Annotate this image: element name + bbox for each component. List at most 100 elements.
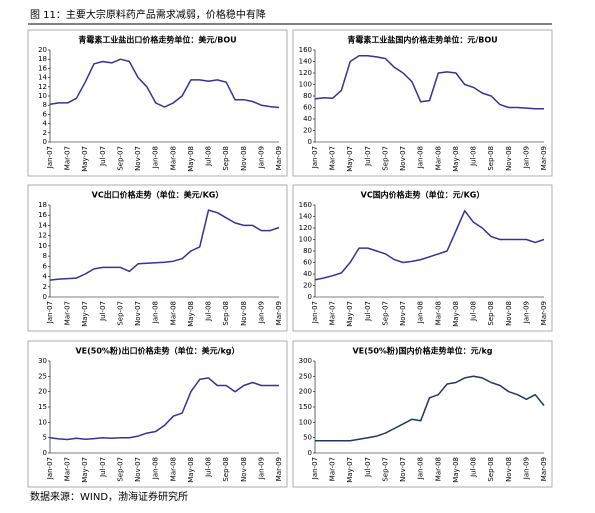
x-tick-label: May-07: [346, 146, 354, 172]
x-tick-label: Nov-07: [134, 301, 142, 326]
x-tick-label: Jan-08: [152, 457, 160, 480]
y-tick-label: 6: [43, 262, 48, 270]
x-tick-label: Jan-07: [311, 146, 319, 169]
y-tick-label: 0: [43, 449, 47, 457]
data-line: [315, 375, 545, 442]
x-tick-label: Nov-07: [399, 146, 407, 171]
y-tick-label: 0: [43, 138, 47, 146]
y-tick-label: 16: [38, 211, 47, 219]
x-tick-label: May-07: [81, 146, 89, 172]
chart-title: VE(50%粉)国内价格走势单位：元/kg: [352, 346, 492, 356]
y-tick-label: 0: [308, 449, 312, 457]
x-tick-label: Mar-08: [169, 301, 177, 325]
x-tick-label: May-07: [81, 301, 89, 327]
y-tick-label: 40: [303, 115, 312, 123]
panel-border: [27, 340, 288, 488]
x-tick-label: Jan-09: [522, 301, 530, 324]
x-tick-label: Sep-07: [381, 146, 389, 171]
x-tick-label: May-08: [452, 301, 460, 327]
data-line: [314, 210, 545, 281]
x-tick-label: Jul-07: [364, 301, 372, 322]
y-tick-label: 15: [38, 403, 47, 411]
y-tick-label: 120: [299, 224, 312, 232]
x-tick-label: Jan-07: [46, 301, 54, 324]
panel-border: [27, 29, 288, 177]
y-tick-label: 8: [43, 252, 47, 260]
y-tick-label: 50: [303, 434, 312, 442]
x-tick-label: Jan-07: [46, 457, 54, 480]
y-tick-label: 16: [38, 64, 47, 72]
chart-title: VC国内价格走势（单位：元/KG）: [361, 190, 485, 200]
y-tick-label: 100: [299, 236, 312, 244]
y-tick-label: 5: [43, 434, 47, 442]
x-tick-label: Mar-08: [169, 146, 177, 170]
x-tick-label: Jan-09: [257, 146, 265, 169]
x-tick-label: Mar-09: [540, 457, 548, 481]
x-tick-label: Mar-07: [329, 146, 337, 170]
y-tick-label: 120: [299, 69, 312, 77]
y-tick-label: 30: [38, 357, 47, 365]
chart-panel: 青霉素工业盐国内价格走势单位：元/BOU 0 20 40 60 80 100 120 140 16…: [292, 29, 553, 177]
x-tick-label: May-07: [346, 301, 354, 327]
y-tick-label: 160: [299, 201, 312, 209]
x-tick-label: May-07: [81, 457, 89, 483]
y-tick-label: 12: [38, 83, 47, 91]
x-tick-label: Mar-07: [64, 457, 72, 481]
panel-border: [27, 184, 288, 332]
x-tick-label: Mar-08: [434, 457, 442, 481]
x-tick-label: Mar-08: [169, 457, 177, 481]
x-tick-label: Nov-07: [399, 457, 407, 482]
chart-panel: VC国内价格走势（单位：元/KG） 0 20 40 60 80 100 120 140 160 Ja…: [292, 184, 553, 332]
chart-panel: VE(50%粉)出口价格走势（单位：美元/kg） 0 5 10 15 20 25 30 Jan-…: [27, 340, 288, 488]
x-tick-label: Mar-09: [275, 146, 283, 170]
y-tick-label: 20: [38, 388, 47, 396]
y-tick-label: 14: [38, 221, 47, 229]
x-tick-label: May-08: [187, 457, 195, 483]
x-tick-label: Nov-08: [240, 301, 248, 326]
x-tick-label: Mar-09: [275, 301, 283, 325]
y-tick-label: 60: [303, 104, 312, 112]
figure-title: 图 11：主要大宗原料药产品需求减弱，价格稳中有降: [30, 8, 266, 21]
data-line: [314, 55, 544, 110]
chart-panel: VC出口价格走势（单位：美元/KG） 0 2 4 6 8 10 12 14 16 18 Jan-07 M…: [27, 184, 288, 332]
y-tick-label: 2: [43, 129, 47, 137]
x-tick-label: Nov-07: [134, 146, 142, 171]
x-tick-label: Nov-08: [505, 301, 513, 326]
y-tick-label: 140: [299, 213, 312, 221]
y-tick-label: 12: [38, 232, 47, 240]
y-tick-label: 10: [38, 92, 47, 100]
chart-title: 青霉素工业盐出口价格走势单位：美元/BOU: [78, 35, 236, 45]
x-tick-label: Jan-08: [417, 146, 425, 169]
panel-border: [292, 29, 553, 177]
x-tick-label: Jul-08: [205, 457, 213, 478]
x-tick-label: Jan-09: [522, 457, 530, 480]
y-tick-label: 40: [303, 270, 312, 278]
y-tick-label: 160: [299, 46, 312, 54]
x-tick-label: Nov-07: [134, 457, 142, 482]
x-tick-label: May-08: [187, 301, 195, 327]
y-tick-label: 0: [308, 138, 312, 146]
x-tick-label: Mar-07: [64, 301, 72, 325]
x-tick-label: Sep-08: [222, 301, 230, 326]
x-tick-label: Jan-07: [46, 146, 54, 169]
x-tick-label: Jul-08: [205, 301, 213, 322]
x-tick-label: Sep-07: [381, 457, 389, 482]
y-tick-label: 150: [299, 403, 312, 411]
x-tick-label: Sep-07: [381, 301, 389, 326]
x-tick-label: Jan-08: [417, 457, 425, 480]
x-tick-label: Sep-08: [487, 146, 495, 171]
y-tick-label: 18: [38, 55, 47, 63]
y-tick-label: 20: [38, 46, 47, 54]
x-tick-label: Sep-07: [116, 146, 124, 171]
x-tick-label: Jan-08: [152, 301, 160, 324]
x-tick-label: Jan-09: [522, 146, 530, 169]
data-line: [49, 58, 280, 109]
x-tick-label: Jul-07: [364, 146, 372, 167]
chart-title: VC出口价格走势（单位：美元/KG）: [92, 190, 224, 200]
y-tick-label: 8: [43, 101, 47, 109]
x-tick-label: Sep-08: [222, 146, 230, 171]
x-tick-label: Sep-08: [487, 301, 495, 326]
y-tick-label: 100: [299, 81, 312, 89]
